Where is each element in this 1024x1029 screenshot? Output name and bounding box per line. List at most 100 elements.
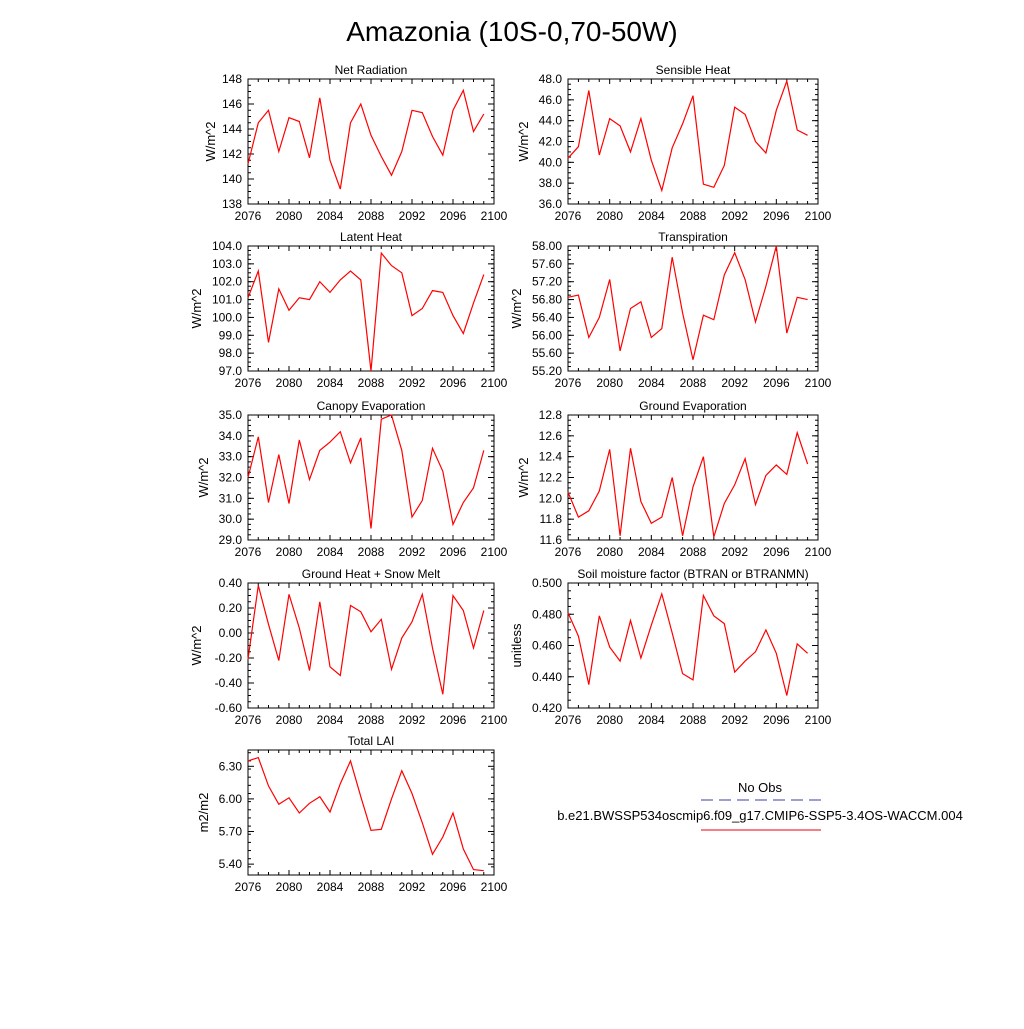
panel-title: Latent Heat	[340, 230, 403, 244]
plot-frame	[247, 749, 495, 876]
x-tick-label: 2084	[317, 209, 344, 223]
y-tick-label: -0.60	[215, 701, 243, 715]
x-tick-label: 2092	[721, 713, 748, 727]
y-tick-label: 55.20	[532, 364, 562, 378]
y-tick-label: 46.0	[539, 93, 563, 107]
panel-2: Sensible Heat 2076 2080 2084 2088 2092 2096 210…	[516, 63, 832, 223]
y-tick-label: -0.20	[215, 651, 243, 665]
x-tick-label: 2076	[555, 376, 582, 390]
x-tick-label: 2076	[555, 209, 582, 223]
panel-8: Soil moisture factor (BTRAN or BTRANMN) 2…	[509, 567, 832, 727]
x-tick-label: 2080	[596, 713, 623, 727]
series-line	[247, 251, 485, 372]
x-tick-label: 2084	[638, 713, 665, 727]
panel-title: Canopy Evaporation	[317, 399, 426, 413]
panel-title: Ground Heat + Snow Melt	[302, 567, 441, 581]
panel-title: Soil moisture factor (BTRAN or BTRANMN)	[577, 567, 808, 581]
y-tick-label: 0.500	[532, 576, 562, 590]
y-tick-label: 12.4	[539, 450, 563, 464]
x-tick-label: 2076	[235, 376, 262, 390]
y-tick-label: 11.6	[540, 533, 563, 547]
y-tick-label: 0.480	[532, 607, 562, 621]
y-tick-label: 102.0	[212, 275, 242, 289]
x-tick-label: 2096	[440, 545, 467, 559]
y-tick-label: 98.0	[219, 346, 243, 360]
y-axis-label: W/m^2	[203, 121, 218, 161]
legend-label-obs: No Obs	[738, 780, 783, 795]
panel-title: Sensible Heat	[656, 63, 731, 77]
x-tick-label: 2096	[440, 376, 467, 390]
x-tick-label: 2080	[276, 209, 303, 223]
x-tick-label: 2100	[481, 713, 508, 727]
x-tick-label: 2100	[805, 376, 832, 390]
panel-5: Canopy Evaporation 2076 2080 2084 2088 2092 20…	[196, 399, 508, 559]
x-tick-label: 2100	[481, 880, 508, 894]
plot-frame	[567, 414, 819, 541]
y-tick-label: 57.20	[532, 275, 562, 289]
panel-title: Net Radiation	[335, 63, 408, 77]
y-tick-label: 5.40	[219, 857, 243, 871]
y-tick-label: 12.8	[539, 408, 563, 422]
x-tick-label: 2100	[805, 713, 832, 727]
x-tick-label: 2076	[235, 713, 262, 727]
y-tick-label: 97.0	[219, 364, 243, 378]
y-tick-label: 0.460	[532, 639, 562, 653]
x-tick-label: 2092	[399, 545, 426, 559]
x-tick-label: 2080	[276, 880, 303, 894]
x-tick-label: 2088	[358, 713, 385, 727]
x-tick-label: 2088	[358, 880, 385, 894]
y-tick-label: 104.0	[212, 239, 242, 253]
x-tick-label: 2080	[276, 713, 303, 727]
y-tick-label: 40.0	[539, 155, 563, 169]
y-tick-label: 99.0	[219, 328, 243, 342]
series-line	[567, 430, 809, 538]
plot-frame	[247, 245, 495, 372]
panel-1: Net Radiation 2076 2080 2084 2088 2092 2096 210…	[203, 63, 508, 223]
x-tick-label: 2080	[596, 209, 623, 223]
x-tick-label: 2080	[276, 545, 303, 559]
panel-title: Ground Evaporation	[639, 399, 746, 413]
x-tick-label: 2096	[440, 713, 467, 727]
series-line	[247, 414, 485, 529]
x-tick-label: 2092	[721, 545, 748, 559]
x-tick-label: 2092	[399, 209, 426, 223]
y-tick-label: 6.30	[219, 759, 243, 773]
y-tick-label: 146	[222, 97, 242, 111]
x-tick-label: 2080	[596, 376, 623, 390]
x-tick-label: 2092	[721, 209, 748, 223]
legend-label-model: b.e21.BWSSP534oscmip6.f09_g17.CMIP6-SSP5…	[557, 808, 963, 823]
x-tick-label: 2076	[235, 209, 262, 223]
series-line	[567, 245, 808, 360]
figure-title: Amazonia (10S-0,70-50W)	[346, 16, 677, 47]
y-tick-label: 0.20	[219, 601, 243, 615]
x-tick-label: 2100	[481, 376, 508, 390]
y-tick-label: 31.0	[219, 491, 243, 505]
x-tick-label: 2096	[763, 545, 790, 559]
y-tick-label: 140	[222, 172, 242, 186]
x-tick-label: 2088	[358, 376, 385, 390]
y-tick-label: 138	[222, 197, 242, 211]
y-tick-label: 33.0	[219, 450, 243, 464]
y-tick-label: 32.0	[219, 471, 243, 485]
series-line	[567, 78, 808, 193]
y-tick-label: 38.0	[539, 176, 563, 190]
y-axis-label: W/m^2	[189, 625, 204, 665]
plot-frame	[567, 582, 819, 709]
x-tick-label: 2100	[805, 209, 832, 223]
x-tick-label: 2080	[596, 545, 623, 559]
x-tick-label: 2088	[358, 209, 385, 223]
x-tick-label: 2076	[235, 880, 262, 894]
x-tick-label: 2088	[680, 376, 707, 390]
y-axis-label: W/m^2	[196, 457, 211, 497]
x-tick-label: 2084	[317, 713, 344, 727]
y-tick-label: 48.0	[539, 72, 563, 86]
panel-9: Total LAI 2076 2080 2084 2088 2092 2096 2100 5.4…	[196, 734, 508, 894]
series-line	[247, 756, 484, 872]
panel-title: Transpiration	[658, 230, 728, 244]
x-tick-label: 2096	[763, 209, 790, 223]
y-tick-label: 0.420	[532, 701, 562, 715]
y-tick-label: 30.0	[219, 512, 243, 526]
y-tick-label: 6.00	[219, 792, 243, 806]
